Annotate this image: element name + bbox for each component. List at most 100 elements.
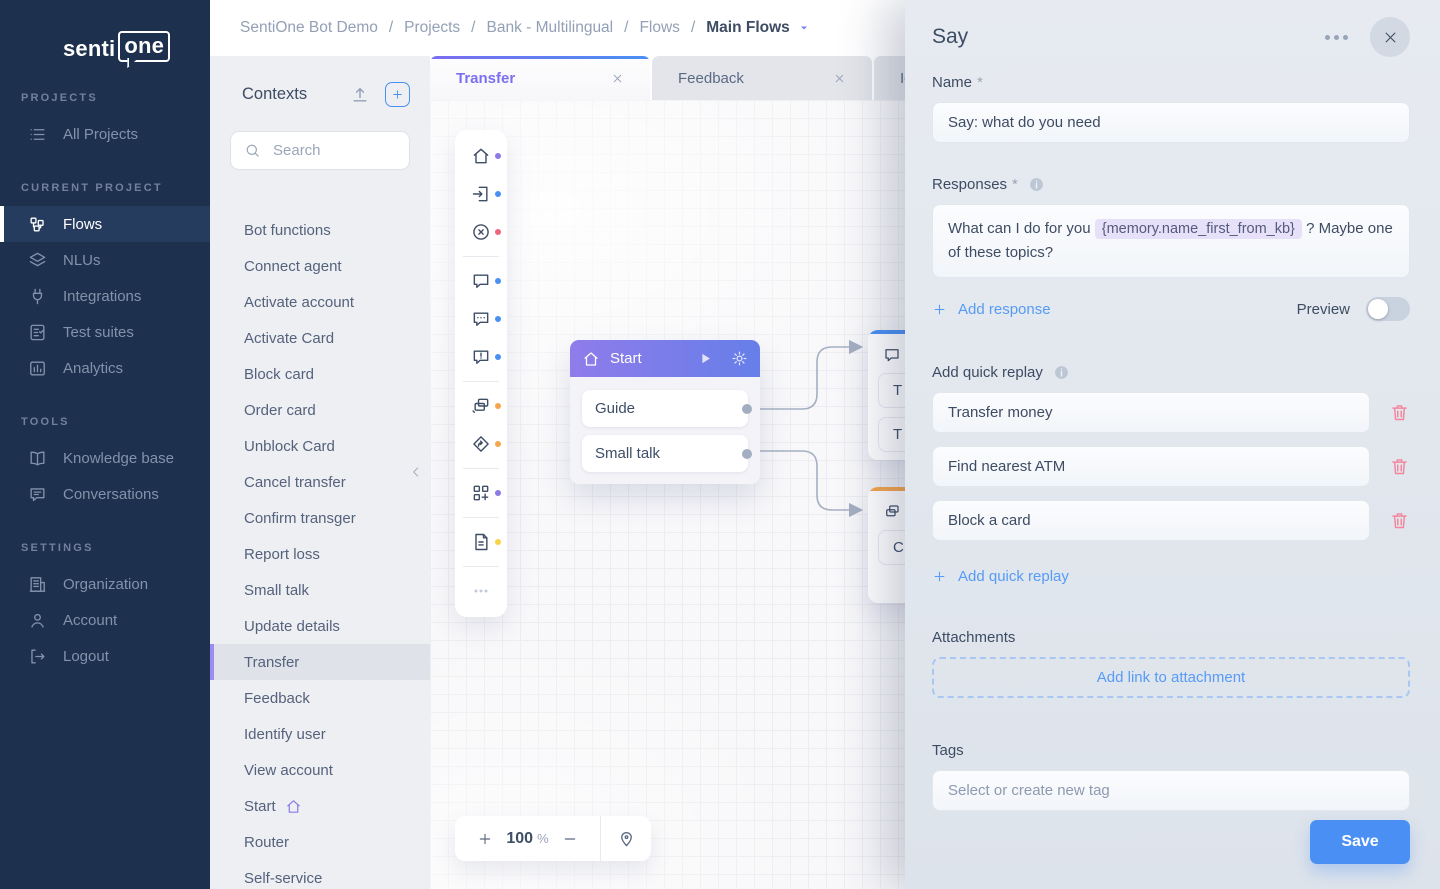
delete-quick-reply-button[interactable] — [1389, 510, 1410, 531]
start-node-header[interactable]: Start — [570, 340, 760, 377]
delete-quick-reply-button[interactable] — [1389, 456, 1410, 477]
context-item[interactable]: Bot functions — [244, 221, 331, 239]
zoom-in-icon[interactable] — [477, 831, 493, 847]
sidebar-item-all-projects[interactable]: All Projects — [0, 116, 210, 152]
toolbar-document-node[interactable] — [455, 523, 507, 561]
sidebar-item-flows[interactable]: Flows — [0, 206, 210, 242]
preview-toggle[interactable] — [1366, 297, 1410, 322]
context-item[interactable]: Block card — [244, 365, 315, 383]
toolbar-ask-node[interactable] — [455, 300, 507, 338]
gear-icon[interactable] — [731, 350, 748, 367]
sidebar-item-label: All Projects — [63, 125, 139, 143]
toolbar-notify-node[interactable] — [455, 338, 507, 376]
context-item[interactable]: Self-service — [244, 869, 323, 887]
breadcrumb-item[interactable]: SentiOne Bot Demo — [240, 19, 378, 36]
toolbar-blocks-node[interactable] — [455, 474, 507, 512]
toolbar-say-node[interactable] — [455, 262, 507, 300]
sidebar-item-nlus[interactable]: NLUs — [0, 242, 210, 278]
context-item[interactable]: Feedback — [244, 689, 310, 707]
info-icon[interactable] — [1053, 364, 1070, 381]
name-field-label: Name * — [932, 74, 983, 91]
sidebar-item-test-suites[interactable]: Test suites — [0, 314, 210, 350]
sidebar-item-conversations[interactable]: Conversations — [0, 476, 210, 512]
toolbar-divider — [463, 566, 499, 567]
breadcrumb: SentiOne Bot Demo Projects Bank - Multil… — [210, 0, 1440, 56]
dot — [495, 490, 501, 496]
sidebar-item-analytics[interactable]: Analytics — [0, 350, 210, 386]
toolbar-context-jump-node[interactable] — [455, 387, 507, 425]
context-item[interactable]: Confirm transger — [244, 509, 356, 527]
sidebar-item-logout[interactable]: Logout — [0, 638, 210, 674]
context-item[interactable]: Router — [244, 833, 290, 851]
sidebar-item-label: NLUs — [63, 251, 101, 269]
contexts-panel: Contexts Bot functions Connect agent Act… — [210, 56, 430, 889]
add-context-button[interactable] — [385, 82, 410, 107]
context-item[interactable]: Connect agent — [244, 257, 342, 275]
close-icon[interactable] — [611, 72, 624, 85]
context-item[interactable]: Cancel transfer — [244, 473, 346, 491]
add-quick-reply-button[interactable]: Add quick replay — [932, 568, 1069, 585]
upload-icon[interactable] — [350, 85, 370, 105]
breadcrumb-current[interactable]: Main Flows — [706, 19, 790, 36]
context-item[interactable]: Identify user — [244, 725, 326, 743]
quick-reply-input[interactable] — [932, 392, 1370, 434]
breadcrumb-item[interactable]: Bank - Multilingual — [486, 19, 614, 36]
sidebar-item-account[interactable]: Account — [0, 602, 210, 638]
info-icon[interactable] — [1028, 176, 1045, 193]
connector-port[interactable] — [742, 448, 752, 459]
breadcrumb-separator — [389, 19, 393, 37]
memory-variable-token[interactable]: {memory.name_first_from_kb} — [1094, 219, 1302, 239]
toolbar-redirect-node[interactable] — [455, 425, 507, 463]
quick-reply-input[interactable] — [932, 446, 1370, 488]
context-item[interactable]: View account — [244, 761, 333, 779]
add-attachment-button[interactable]: Add link to attachment — [932, 657, 1410, 699]
zoom-out-icon[interactable] — [562, 831, 578, 847]
layers-icon — [29, 252, 46, 266]
sidebar-item-integrations[interactable]: Integrations — [0, 278, 210, 314]
center-canvas-button[interactable] — [601, 816, 651, 861]
add-response-button[interactable]: Add response — [932, 301, 1051, 318]
connector-port[interactable] — [742, 403, 752, 414]
breadcrumb-item[interactable]: Projects — [404, 19, 461, 36]
collapse-panel-icon[interactable] — [408, 464, 424, 480]
sidebar-item-label: Account — [63, 611, 118, 629]
more-options-button[interactable] — [1319, 29, 1354, 46]
name-input[interactable] — [932, 102, 1410, 143]
save-button[interactable]: Save — [1310, 820, 1410, 865]
context-item-selected[interactable]: Transfer — [210, 644, 430, 680]
close-panel-button[interactable] — [1370, 17, 1410, 57]
sidebar-item-organization[interactable]: Organization — [0, 566, 210, 602]
toolbar-home-node[interactable] — [455, 137, 507, 175]
tab-transfer[interactable]: Transfer — [430, 56, 650, 100]
context-item[interactable]: Order card — [244, 401, 316, 419]
logout-icon — [31, 648, 45, 664]
sidebar-item-knowledge-base[interactable]: Knowledge base — [0, 440, 210, 476]
context-item[interactable]: Activate Card — [244, 329, 335, 347]
quick-reply-input[interactable] — [932, 500, 1370, 542]
start-node[interactable]: Start Guide Small talk — [570, 340, 760, 484]
toolbar-end-node[interactable] — [455, 213, 507, 251]
start-node-option-small-talk[interactable]: Small talk — [582, 435, 752, 472]
play-icon[interactable] — [698, 351, 713, 366]
context-item-start[interactable]: Start — [210, 788, 430, 824]
chevron-down-icon[interactable] — [798, 22, 810, 34]
start-node-option-guide[interactable]: Guide — [582, 390, 752, 427]
toggle-knob — [1368, 299, 1388, 320]
test-suites-icon — [30, 324, 45, 340]
breadcrumb-item[interactable]: Flows — [639, 19, 680, 36]
tab-feedback[interactable]: Feedback — [652, 56, 872, 100]
close-icon[interactable] — [833, 72, 846, 85]
tags-input[interactable] — [932, 770, 1410, 812]
context-item[interactable]: Update details — [244, 617, 340, 635]
trash-icon — [1392, 459, 1407, 475]
context-item[interactable]: Activate account — [244, 293, 355, 311]
context-item[interactable]: Small talk — [244, 581, 310, 599]
flows-icon — [30, 216, 44, 232]
toolbar-entry-node[interactable] — [455, 175, 507, 213]
toolbar-more-button[interactable] — [455, 572, 507, 610]
delete-quick-reply-button[interactable] — [1389, 402, 1410, 423]
response-textarea[interactable]: What can I do for you {memory.name_first… — [932, 204, 1410, 279]
context-item[interactable]: Unblock Card — [244, 437, 335, 455]
context-item[interactable]: Report loss — [244, 545, 320, 563]
search-input[interactable] — [271, 141, 396, 160]
